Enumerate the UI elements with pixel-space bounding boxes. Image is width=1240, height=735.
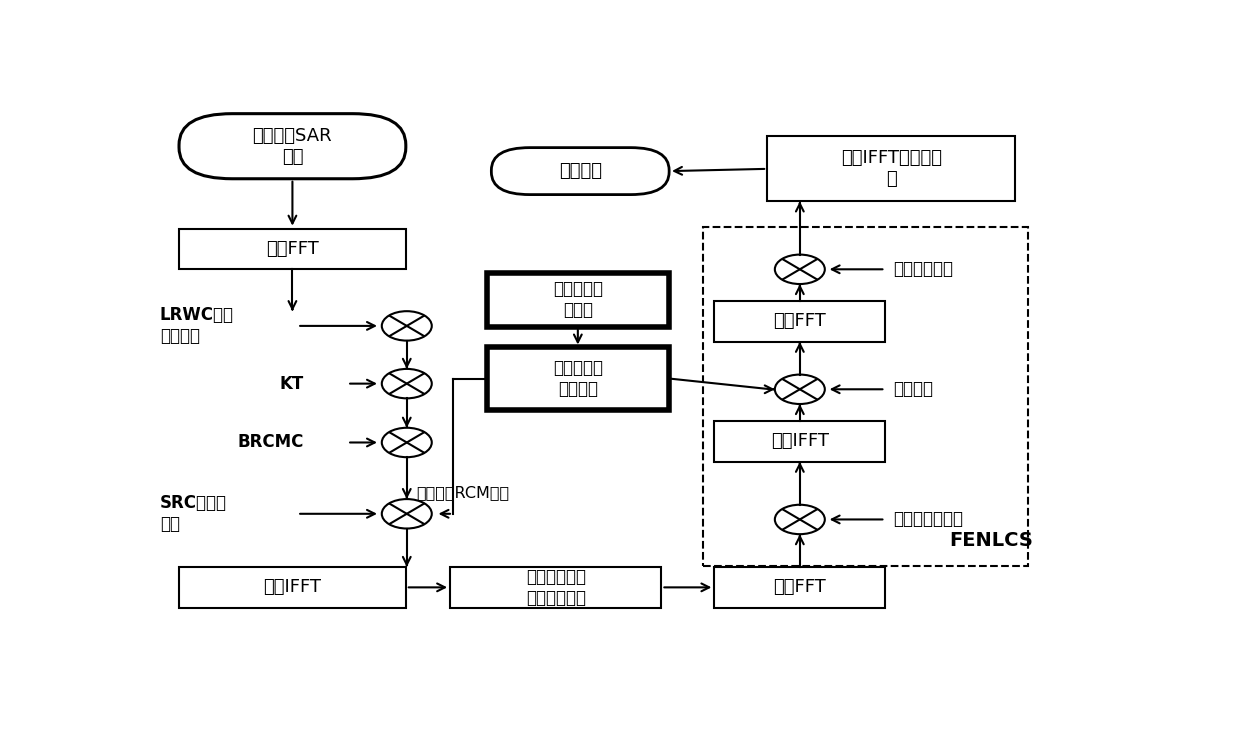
Bar <box>486 273 670 327</box>
Text: 预处理调节因子: 预处理调节因子 <box>893 510 963 528</box>
Text: 距离FFT: 距离FFT <box>267 240 319 258</box>
Text: 方位IFFT: 方位IFFT <box>771 432 828 451</box>
Text: 方位FFT: 方位FFT <box>774 578 826 596</box>
Text: FENLCS: FENLCS <box>949 531 1033 551</box>
Text: 方位空变的
斜距模型: 方位空变的 斜距模型 <box>553 359 603 398</box>
Bar <box>714 567 885 608</box>
Text: KT: KT <box>280 375 304 392</box>
Bar <box>703 227 1028 567</box>
Text: 补偿因子: 补偿因子 <box>893 380 932 398</box>
Bar <box>450 567 661 608</box>
Text: 剩余高阶RCM补偿: 剩余高阶RCM补偿 <box>415 484 510 500</box>
Bar <box>179 567 405 608</box>
Bar <box>714 421 885 462</box>
Text: LRWC和加
速度补偿: LRWC和加 速度补偿 <box>160 306 234 345</box>
FancyBboxPatch shape <box>179 114 405 179</box>
Text: BRCMC: BRCMC <box>238 434 304 451</box>
Text: 子孔径划分与
方位补零操作: 子孔径划分与 方位补零操作 <box>526 568 585 607</box>
Text: 频域均衡因子: 频域均衡因子 <box>893 260 954 279</box>
Text: SRC和距离
压缩: SRC和距离 压缩 <box>160 495 227 533</box>
Bar <box>179 229 405 269</box>
FancyBboxPatch shape <box>491 148 670 195</box>
Text: 聚焦图像: 聚焦图像 <box>559 162 601 180</box>
Bar <box>486 348 670 409</box>
Text: 方位IFFT，方位压
缩: 方位IFFT，方位压 缩 <box>841 149 941 188</box>
Text: 方位FFT: 方位FFT <box>774 312 826 330</box>
Text: 二维空变SAR
数据: 二维空变SAR 数据 <box>253 127 332 165</box>
Bar <box>768 136 1016 201</box>
Bar <box>714 301 885 342</box>
Text: 距离IFFT: 距离IFFT <box>263 578 321 596</box>
Text: 等距球体解
析模型: 等距球体解 析模型 <box>553 281 603 319</box>
